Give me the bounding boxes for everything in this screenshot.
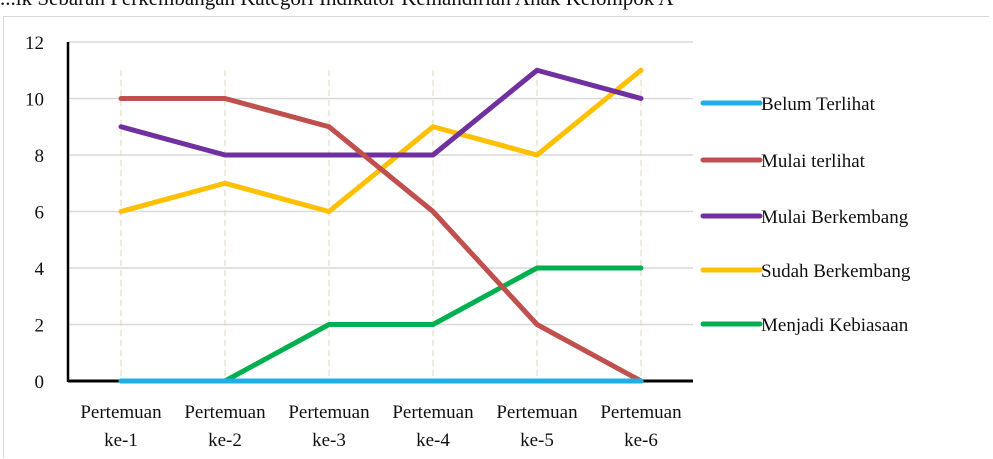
x-tick-label: Pertemuan [392, 402, 474, 423]
legend-label: Mulai terlihat [761, 151, 866, 172]
legend-label: Menjadi Kebiasaan [761, 315, 909, 336]
x-tick-label: Pertemuan [184, 402, 266, 423]
series-line-mulai-berkembang [118, 67, 644, 158]
y-tick-label: 4 [35, 259, 45, 280]
x-tick-label: ke-4 [416, 430, 450, 451]
chart-caption: ...ik Sebaran Perkembangan Kategori Indi… [0, 0, 993, 14]
y-tick-label: 12 [25, 33, 44, 54]
legend-label: Mulai Berkembang [761, 207, 909, 228]
y-tick-label: 2 [35, 316, 45, 337]
series-line-mulai-terlihat [118, 96, 644, 384]
x-tick-label: Pertemuan [80, 402, 162, 423]
x-tick-label: Pertemuan [600, 402, 682, 423]
x-tick-label: ke-3 [312, 430, 346, 451]
legend-label: Belum Terlihat [761, 94, 876, 115]
chart-frame [3, 16, 989, 458]
series-line-sudah-berkembang [118, 67, 644, 214]
y-tick-label: 6 [35, 203, 45, 224]
y-tick-label: 8 [35, 146, 45, 167]
y-tick-label: 10 [25, 90, 44, 111]
x-tick-label: Pertemuan [288, 402, 370, 423]
x-tick-label: ke-1 [104, 430, 138, 451]
x-tick-label: Pertemuan [496, 402, 578, 423]
x-tick-label: ke-5 [520, 430, 554, 451]
y-tick-label: 0 [35, 372, 45, 393]
x-tick-label: ke-6 [624, 430, 658, 451]
legend-label: Sudah Berkembang [761, 261, 911, 282]
x-tick-label: ke-2 [208, 430, 242, 451]
